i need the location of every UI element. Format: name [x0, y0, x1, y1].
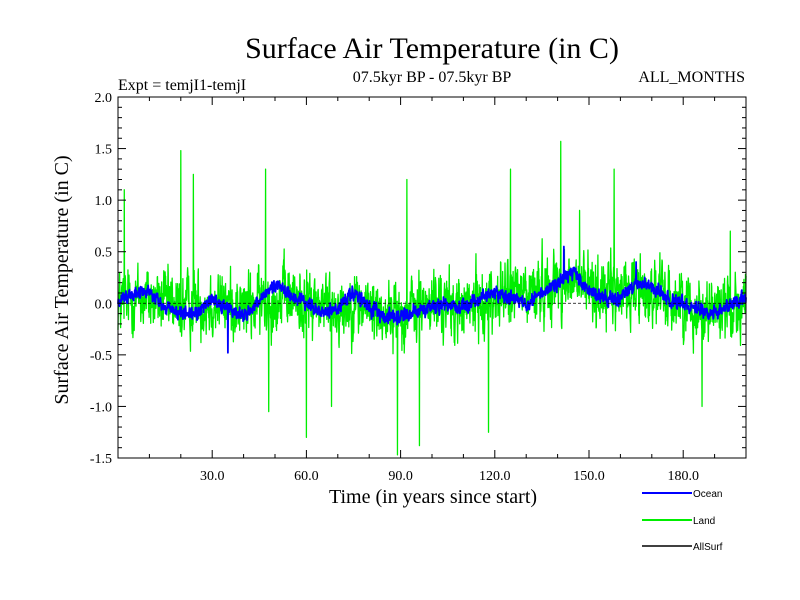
plot-area: 30.0 60.0 90.0 120.0 150.0 180.0 -1.5 -1.0 -0.5 0…: [90, 91, 747, 484]
y-tick-label: 1.5: [95, 143, 113, 158]
series-line-ocean: [117, 245, 747, 354]
experiment-label: Expt = temjI1-temjI: [118, 77, 246, 94]
x-tick-label: 90.0: [388, 469, 413, 484]
legend-label-ocean: Ocean: [693, 489, 722, 500]
x-tick-label: 60.0: [294, 469, 319, 484]
x-axis-label: Time (in years since start): [329, 486, 537, 508]
x-tick-label: 180.0: [667, 469, 699, 484]
y-axis-label: Surface Air Temperature (in C): [51, 155, 73, 404]
legend-item-ocean: Ocean: [642, 489, 722, 500]
legend-label-allsurf: AllSurf: [693, 542, 723, 553]
legend-item-land: Land: [642, 516, 715, 527]
y-tick-label: 2.0: [95, 91, 113, 106]
months-label: ALL_MONTHS: [638, 69, 745, 86]
period-label: 07.5kyr BP - 07.5kyr BP: [353, 69, 512, 86]
y-tick-label: -1.0: [90, 400, 112, 415]
x-tick-label: 120.0: [479, 469, 511, 484]
series-layer: [117, 140, 747, 456]
y-tick-label: -0.5: [90, 349, 112, 364]
y-tick-label: 0.0: [95, 297, 113, 312]
x-tick-label: 30.0: [200, 469, 225, 484]
y-tick-label: 1.0: [95, 194, 113, 209]
legend-label-land: Land: [693, 516, 715, 527]
x-tick-label: 150.0: [573, 469, 605, 484]
y-tick-label: 0.5: [95, 246, 113, 261]
legend: Ocean Land AllSurf: [642, 489, 723, 553]
legend-item-allsurf: AllSurf: [642, 542, 723, 553]
chart-title: Surface Air Temperature (in C): [245, 32, 619, 65]
ticks-layer: 30.0 60.0 90.0 120.0 150.0 180.0 -1.5 -1.0 -0.5 0…: [90, 91, 746, 484]
y-tick-label: -1.5: [90, 452, 112, 467]
